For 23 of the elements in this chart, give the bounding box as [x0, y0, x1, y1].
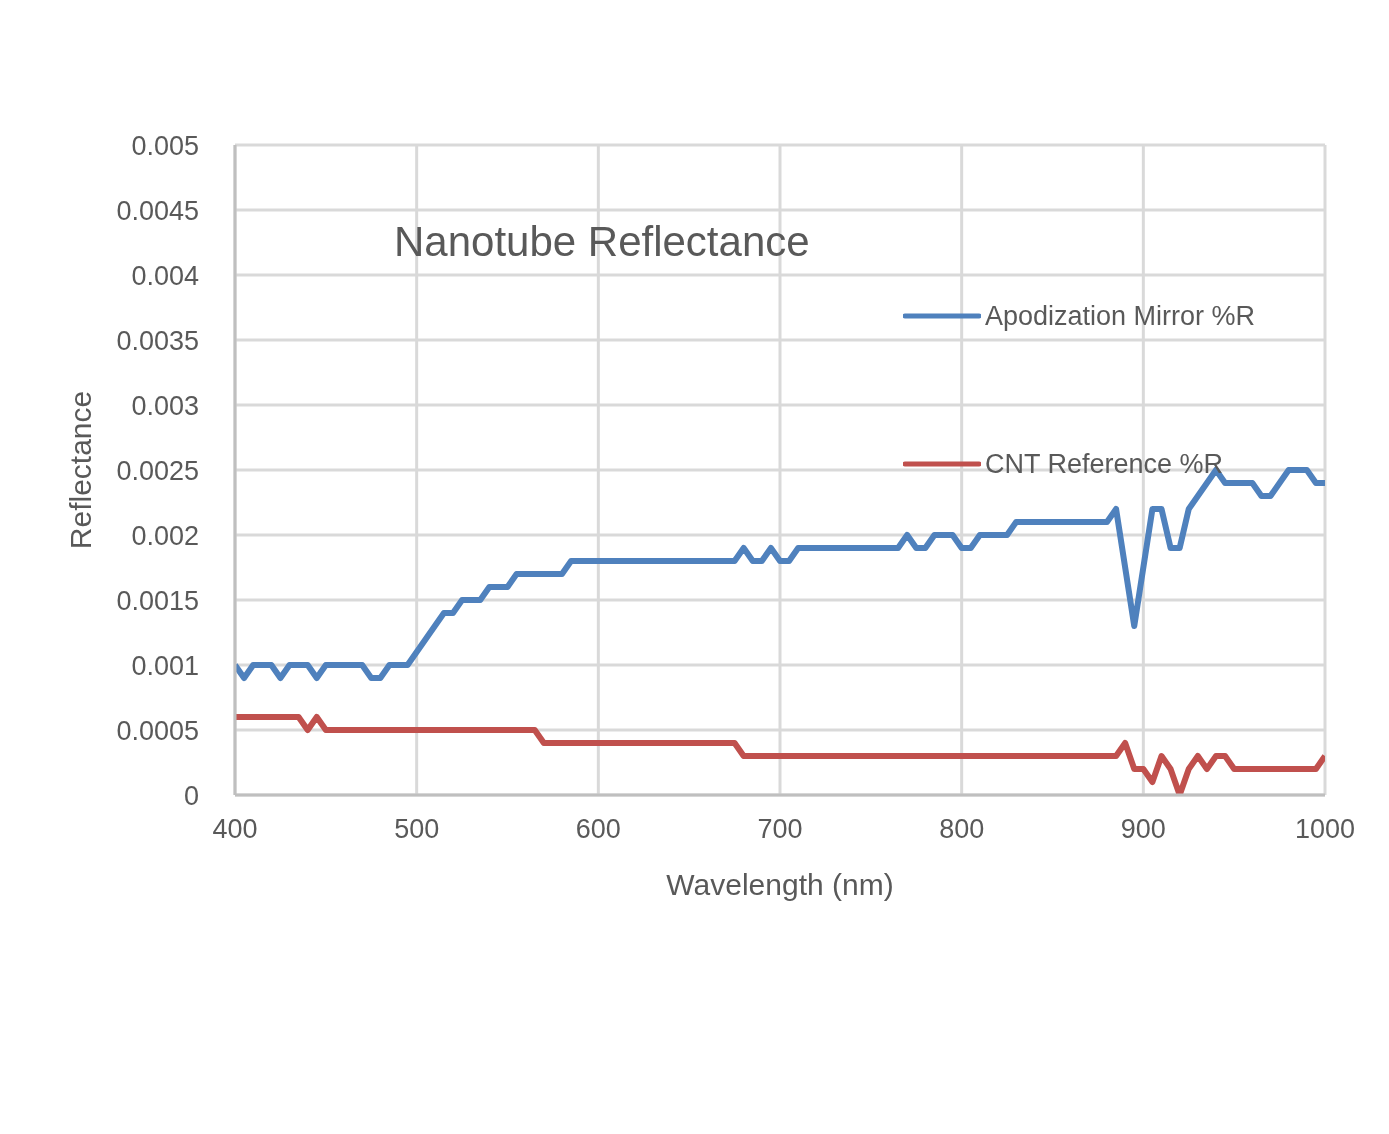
y-tick-label: 0.0015 — [116, 585, 199, 616]
legend-label: CNT Reference %R — [985, 448, 1224, 480]
x-tick-label: 700 — [757, 814, 803, 845]
y-tick-label: 0.0005 — [116, 715, 199, 746]
y-tick-label: 0.001 — [131, 650, 199, 681]
x-tick-label: 1000 — [1294, 814, 1356, 845]
y-tick-label: 0.005 — [131, 130, 199, 161]
y-tick-label: 0.003 — [131, 390, 199, 421]
y-axis-title: Reflectance — [63, 390, 97, 550]
x-tick-label: 500 — [394, 814, 440, 845]
y-tick-label: 0.004 — [131, 260, 199, 291]
legend-label: Apodization Mirror %R — [985, 300, 1256, 332]
y-tick-label: 0.0035 — [116, 325, 199, 356]
y-tick-label: 0.002 — [131, 520, 199, 551]
x-tick-label: 600 — [575, 814, 621, 845]
y-tick-label: 0.0045 — [116, 195, 199, 226]
y-tick-label: 0 — [183, 780, 199, 811]
x-tick-label: 900 — [1120, 814, 1166, 845]
y-tick-label: 0.0025 — [116, 455, 199, 486]
text: Nanotube Reflectance — [394, 218, 810, 266]
x-axis-title: Wavelength (nm) — [666, 868, 894, 901]
x-tick-label: 800 — [939, 814, 985, 845]
x-tick-label: 400 — [212, 814, 258, 845]
